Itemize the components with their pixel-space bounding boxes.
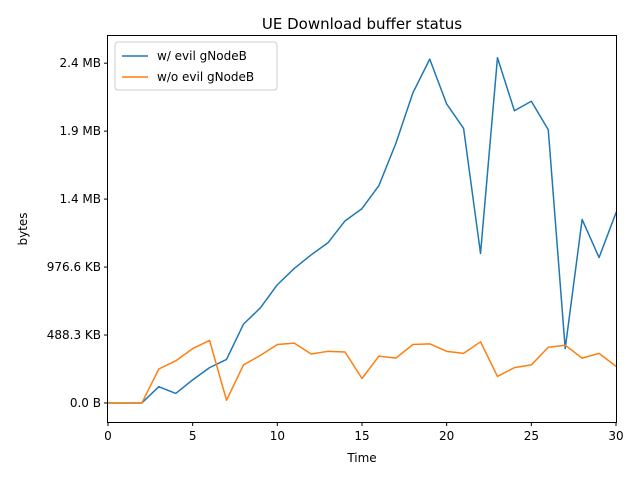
x-tick-label: 5 xyxy=(189,429,197,443)
x-tick-label: 20 xyxy=(439,429,454,443)
y-axis-ticks: 0.0 B 488.3 KB 976.6 KB 1.4 MB 1.9 MB 2.4 MB xyxy=(47,56,108,410)
legend: w/ evil gNodeB w/o evil gNodeB xyxy=(114,41,278,91)
x-axis-label: Time xyxy=(346,451,376,465)
x-tick-label: 10 xyxy=(270,429,285,443)
x-tick-label: 30 xyxy=(608,429,623,443)
y-tick-label: 0.0 B xyxy=(70,396,101,410)
x-tick-label: 15 xyxy=(354,429,369,443)
x-tick-label: 0 xyxy=(104,429,112,443)
y-tick-label: 2.4 MB xyxy=(60,56,101,70)
y-tick-label: 1.4 MB xyxy=(60,192,101,206)
legend-label-series-0: w/ evil gNodeB xyxy=(157,49,247,63)
chart-title: UE Download buffer status xyxy=(262,15,462,33)
series-line-0 xyxy=(108,57,616,404)
legend-box xyxy=(114,41,278,91)
legend-label-series-1: w/o evil gNodeB xyxy=(157,70,254,84)
y-tick-label: 488.3 KB xyxy=(47,328,101,342)
x-axis-ticks: 0 5 10 15 20 25 30 xyxy=(104,422,624,443)
y-tick-label: 976.6 KB xyxy=(47,260,101,274)
x-tick-label: 25 xyxy=(524,429,539,443)
series-layer xyxy=(108,57,616,404)
series-line-1 xyxy=(108,339,616,404)
y-tick-label: 1.9 MB xyxy=(60,124,101,138)
y-axis-label: bytes xyxy=(16,212,30,245)
